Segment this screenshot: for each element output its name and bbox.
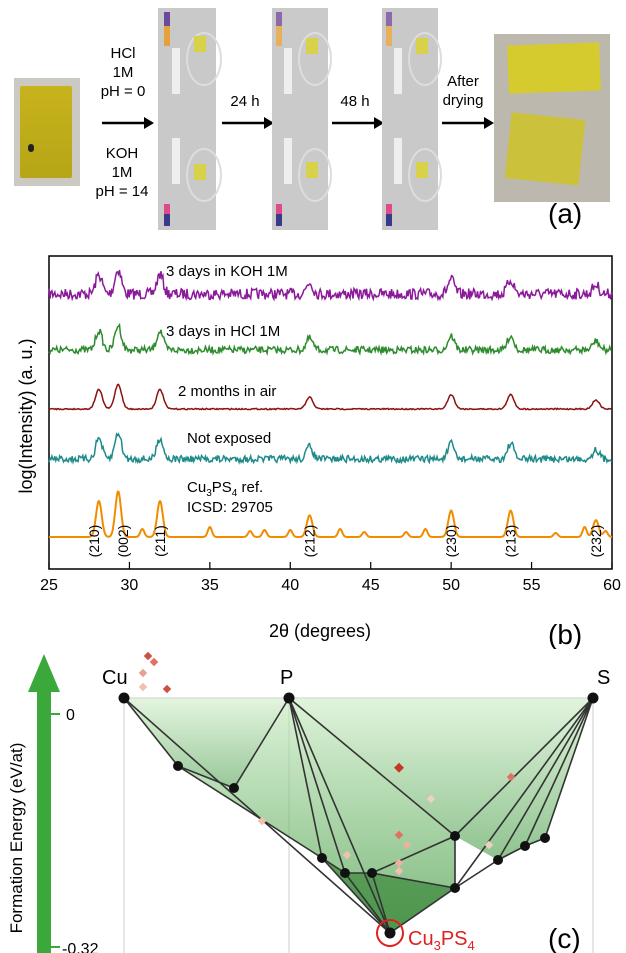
xrd-chart: 25 30 35 40 45 50 55 60 (210) (002) (211) (212) (23… bbox=[16, 255, 621, 649]
miller-index-label: (212) bbox=[302, 525, 318, 558]
acid-ph: pH = 0 bbox=[100, 83, 146, 100]
acid-concentration: 1M bbox=[112, 64, 134, 81]
vertex-label-p: P bbox=[280, 667, 293, 689]
x-tick-label: 55 bbox=[523, 577, 541, 594]
time-24h-label: 24 h bbox=[230, 93, 260, 110]
xrd-trace-1 bbox=[48, 322, 612, 357]
film-photo-dried bbox=[494, 34, 610, 202]
after-drying-label: After drying bbox=[436, 72, 490, 110]
lower-condition: KOH 1M pH = 14 bbox=[92, 144, 152, 201]
trace-label-reference: Cu3PS4 ref. bbox=[187, 479, 263, 499]
miller-index-label: (213) bbox=[503, 525, 519, 558]
arrow-1 bbox=[102, 117, 154, 129]
hull-face-front bbox=[322, 858, 455, 933]
x-tick-label: 25 bbox=[40, 577, 58, 594]
arrow-3 bbox=[332, 117, 384, 129]
base-label: KOH bbox=[105, 145, 139, 162]
x-tick-label: 45 bbox=[362, 577, 380, 594]
x-tick-label: 60 bbox=[603, 577, 621, 594]
after-word: After bbox=[447, 73, 479, 90]
base-ph: pH = 14 bbox=[95, 183, 149, 200]
xrd-trace-0 bbox=[48, 269, 613, 302]
test-photo-0h bbox=[158, 8, 222, 230]
acid-label: HCl bbox=[110, 45, 136, 62]
test-photo-48h bbox=[382, 8, 442, 230]
miller-index-label: (002) bbox=[115, 525, 131, 558]
panel-b-letter: (b) bbox=[548, 619, 582, 649]
upper-condition: HCl 1M pH = 0 bbox=[96, 44, 150, 101]
tick-label-bottom: -0.32 bbox=[62, 941, 99, 953]
xrd-trace-4 bbox=[49, 490, 613, 538]
trace-label-koh: 3 days in KOH 1M bbox=[166, 263, 288, 280]
compound-label-cu3ps4: Cu3PS4 bbox=[408, 928, 475, 953]
x-axis-label: 2θ (degrees) bbox=[269, 621, 371, 641]
panel-c-letter: (c) bbox=[548, 923, 581, 953]
miller-index-label: (230) bbox=[443, 525, 459, 558]
miller-index-label: (232) bbox=[588, 525, 604, 558]
tick-label-zero: 0 bbox=[66, 707, 75, 724]
cu3ps4-highlight-ring bbox=[376, 919, 404, 947]
plot-frame bbox=[48, 255, 613, 570]
time-48h-label: 48 h bbox=[340, 93, 370, 110]
drying-word: drying bbox=[442, 92, 484, 109]
x-tick-label: 40 bbox=[281, 577, 299, 594]
convex-hull-diagram: 0 -0.32 Formation Energy (eV/at) bbox=[7, 651, 610, 953]
hull-face-mid bbox=[178, 698, 455, 933]
y-axis-label: log(Intensity) (a. u.) bbox=[16, 338, 36, 493]
trace-label-air: 2 months in air bbox=[178, 383, 276, 400]
test-photo-24h bbox=[272, 8, 332, 230]
xrd-trace-2 bbox=[48, 383, 612, 411]
miller-index-label: (210) bbox=[86, 525, 102, 558]
vertex-label-cu: Cu bbox=[102, 667, 128, 689]
trace-label-hcl: 3 days in HCl 1M bbox=[166, 323, 280, 340]
hull-face-right bbox=[289, 698, 593, 860]
x-tick-label: 30 bbox=[121, 577, 139, 594]
xrd-trace-3 bbox=[48, 432, 613, 465]
energy-axis-label: Formation Energy (eV/at) bbox=[7, 743, 26, 934]
panel-a-letter: (a) bbox=[548, 198, 583, 229]
film-photo-initial bbox=[14, 78, 80, 186]
panel-a: HCl 1M pH = 0 KOH 1M pH = 14 24 h bbox=[0, 0, 626, 245]
trace-label-icsd: ICSD: 29705 bbox=[187, 499, 273, 516]
base-concentration: 1M bbox=[111, 164, 133, 181]
x-tick-label: 50 bbox=[442, 577, 460, 594]
vertex-label-s: S bbox=[597, 667, 610, 689]
energy-axis-arrow bbox=[28, 654, 60, 953]
arrow-2 bbox=[222, 117, 274, 129]
arrow-4 bbox=[442, 117, 494, 129]
trace-label-unexposed: Not exposed bbox=[187, 430, 271, 447]
miller-index-label: (211) bbox=[152, 525, 168, 557]
x-tick-label: 35 bbox=[201, 577, 219, 594]
stable-phases bbox=[118, 692, 599, 939]
